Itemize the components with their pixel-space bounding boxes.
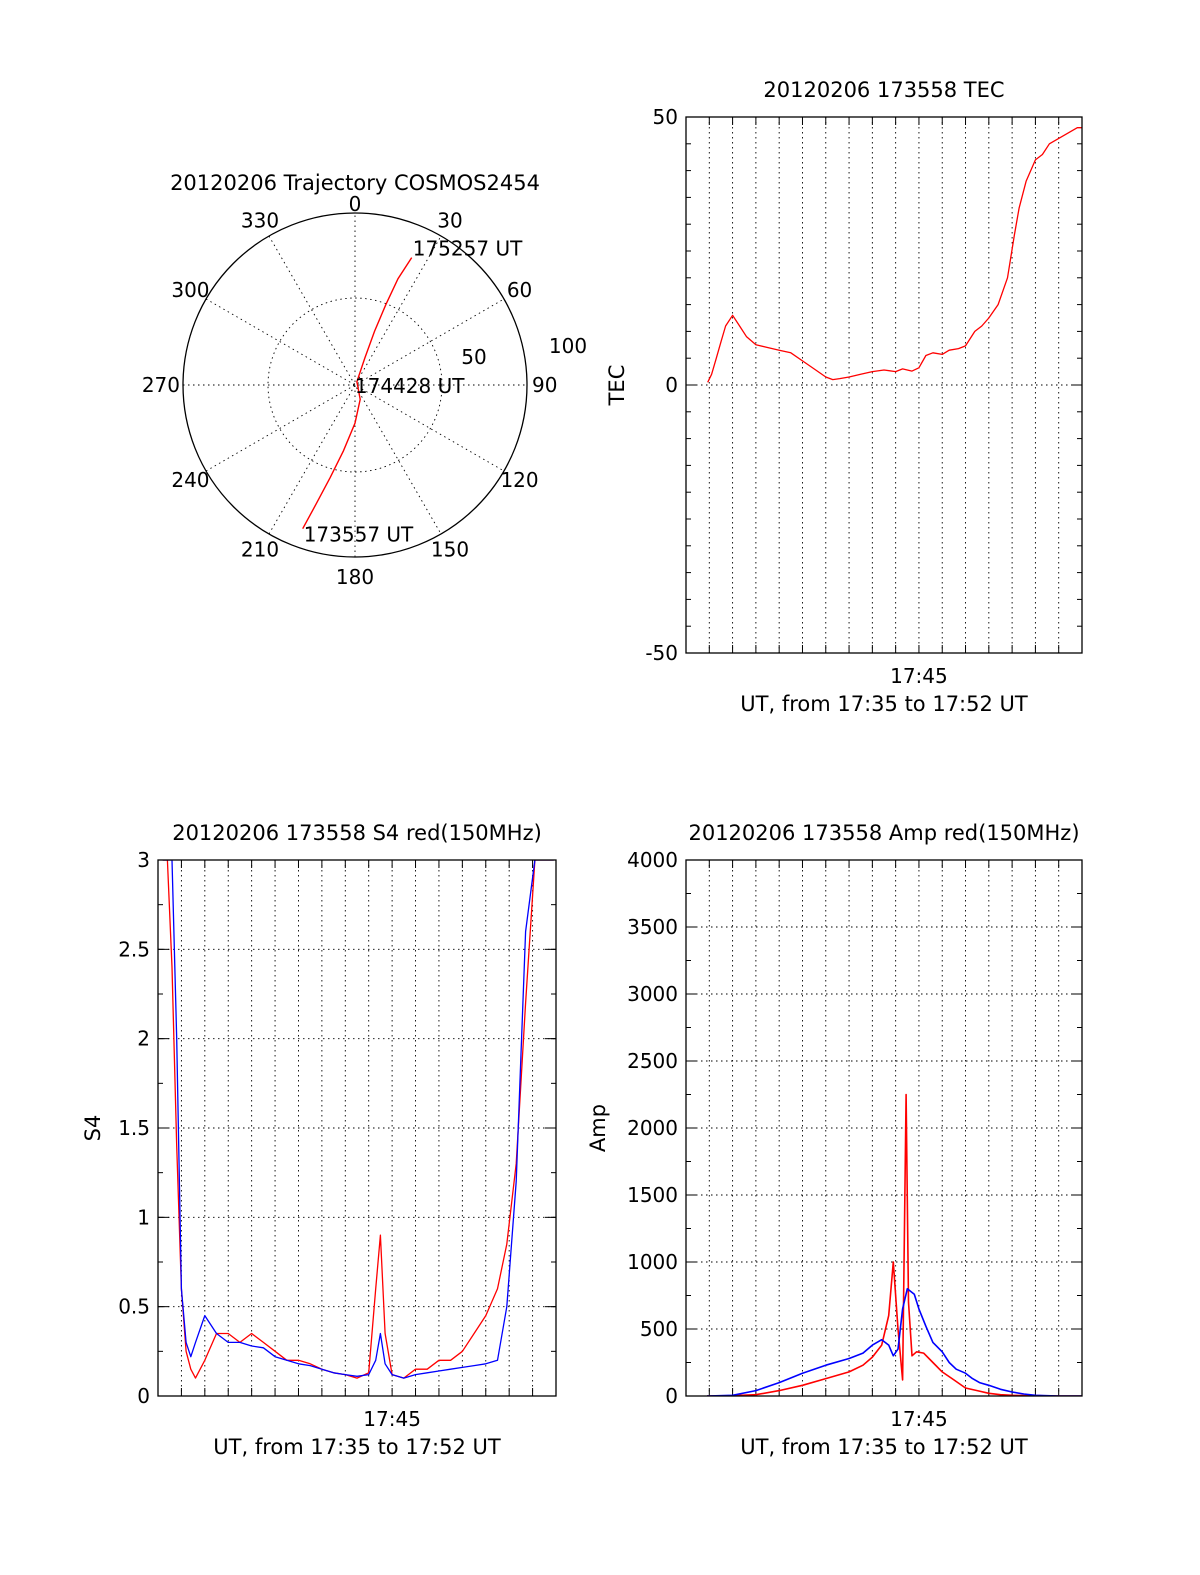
y-tick-label: 0 xyxy=(665,373,678,397)
series-group xyxy=(706,1093,1082,1396)
plot-frame xyxy=(685,859,1083,1397)
amp-plot: 20120206 173558 Amp red(150MHz) 0 500 1000 1… xyxy=(586,821,1083,1459)
y-tick-label: 500 xyxy=(640,1317,678,1341)
y-tick-label: 2.5 xyxy=(118,937,150,961)
y-tick-label: 2 xyxy=(137,1027,150,1051)
radial-label: 50 xyxy=(461,345,486,369)
angle-label: 240 xyxy=(171,468,209,492)
chart-title: 20120206 173558 Amp red(150MHz) xyxy=(688,821,1079,845)
plot-frame xyxy=(685,116,1083,654)
y-tick-label: 0 xyxy=(665,1384,678,1408)
x-axis-label: UT, from 17:35 to 17:52 UT xyxy=(213,1435,501,1459)
angle-label: 150 xyxy=(431,538,469,562)
series-line xyxy=(707,127,1082,383)
s4-plot: 20120206 173558 S4 red(150MHz) 0 0.5 1 1.5 2 2… xyxy=(81,821,557,1459)
series-group xyxy=(162,860,554,1379)
y-axis-label: S4 xyxy=(81,1115,105,1142)
y-tick-label: -50 xyxy=(645,641,678,665)
series-line xyxy=(706,1093,1082,1396)
chart-title: 20120206 Trajectory COSMOS2454 xyxy=(170,171,540,195)
series-line xyxy=(162,860,554,1379)
y-tick-label: 1 xyxy=(137,1205,150,1229)
angle-label: 300 xyxy=(171,278,209,302)
x-tick-label: 17:45 xyxy=(890,664,948,688)
time-annotation: 174428 UT xyxy=(355,374,465,398)
angle-label: 90 xyxy=(532,373,557,397)
y-tick-label: 1500 xyxy=(627,1183,678,1207)
series-line xyxy=(706,1288,1082,1396)
angle-label: 30 xyxy=(437,208,462,232)
y-axis-label: Amp xyxy=(586,1104,610,1152)
y-axis-label: TEC xyxy=(605,365,629,407)
y-tick-label: 0.5 xyxy=(118,1295,150,1319)
y-tick-label: 0 xyxy=(137,1384,150,1408)
chart-title: 20120206 173558 S4 red(150MHz) xyxy=(172,821,542,845)
x-tick-label: 17:45 xyxy=(363,1407,421,1431)
angle-label: 180 xyxy=(336,565,374,589)
y-tick-label: 2000 xyxy=(627,1116,678,1140)
y-tick-label: 50 xyxy=(653,105,678,129)
angle-label: 120 xyxy=(500,468,538,492)
y-tick-label: 3 xyxy=(137,848,150,872)
y-tick-label: 1.5 xyxy=(118,1116,150,1140)
angle-label: 0 xyxy=(349,192,362,216)
y-tick-label: 3000 xyxy=(627,982,678,1006)
angle-label: 210 xyxy=(241,538,279,562)
time-annotation: 175257 UT xyxy=(413,237,523,261)
y-tick-label: 4000 xyxy=(627,848,678,872)
y-tick-label: 1000 xyxy=(627,1250,678,1274)
tec-plot: 20120206 173558 TEC -50 0 50 17:45 UT, from 1… xyxy=(605,78,1083,716)
x-axis-label: UT, from 17:35 to 17:52 UT xyxy=(740,1435,1028,1459)
angle-label: 60 xyxy=(507,278,532,302)
x-tick-label: 17:45 xyxy=(890,1407,948,1431)
plot-frame xyxy=(157,859,557,1397)
angle-label: 270 xyxy=(142,373,180,397)
x-axis-label: UT, from 17:35 to 17:52 UT xyxy=(740,692,1028,716)
angle-label: 330 xyxy=(241,208,279,232)
chart-title: 20120206 173558 TEC xyxy=(763,78,1004,102)
trajectory-line xyxy=(302,257,413,530)
time-annotation: 173557 UT xyxy=(304,523,414,547)
y-tick-label: 2500 xyxy=(627,1049,678,1073)
y-tick-label: 3500 xyxy=(627,915,678,939)
radial-label: 100 xyxy=(549,334,587,358)
series-group xyxy=(707,127,1082,383)
series-line xyxy=(162,860,554,1379)
